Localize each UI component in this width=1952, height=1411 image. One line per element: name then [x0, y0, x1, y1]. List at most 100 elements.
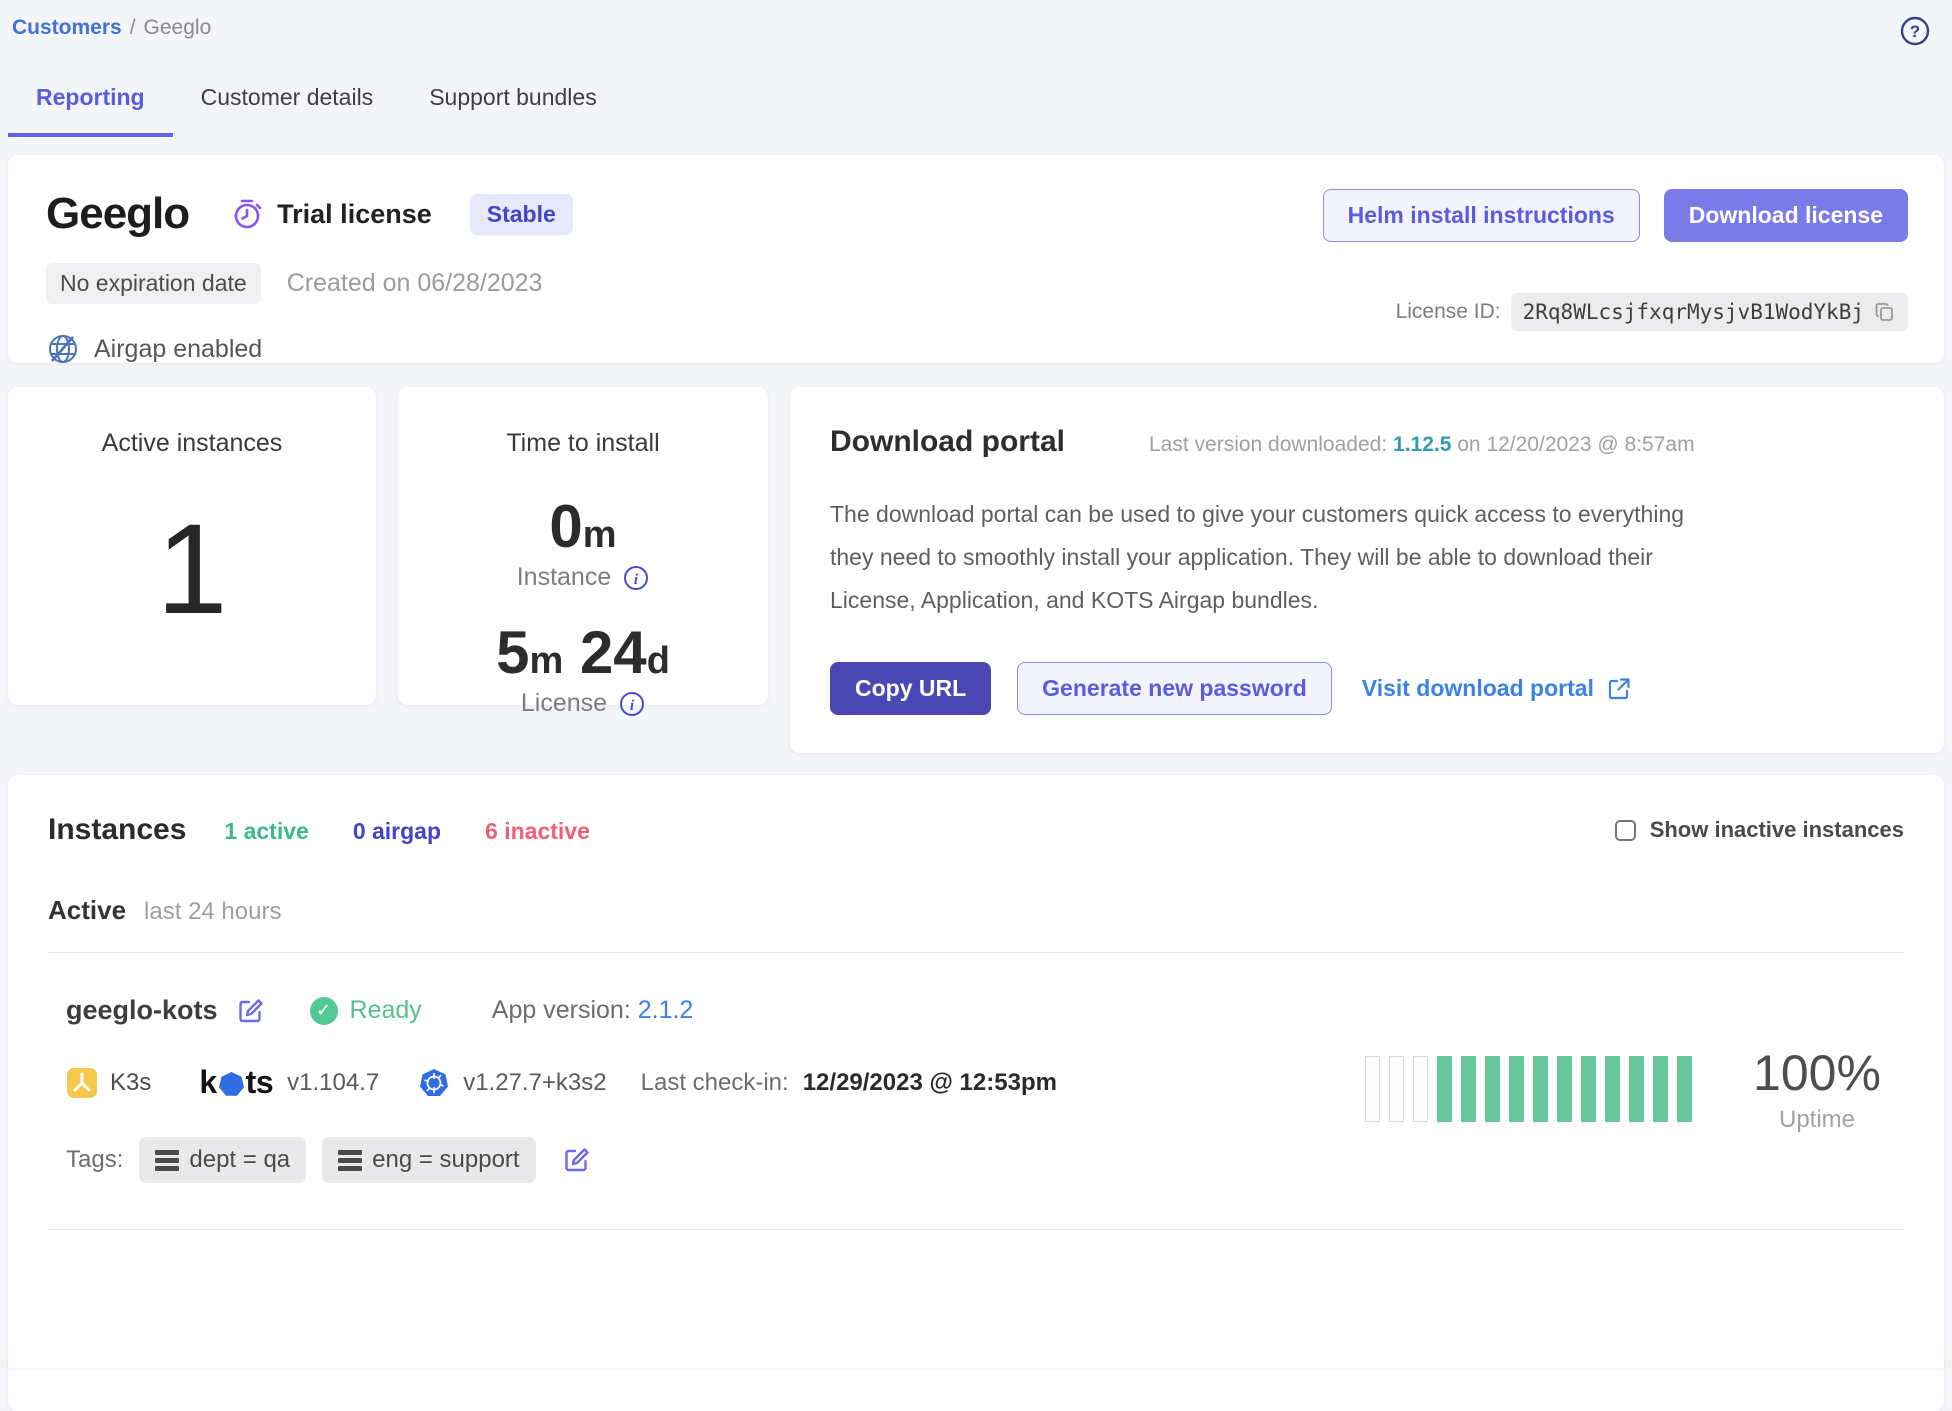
show-inactive-label: Show inactive instances [1649, 817, 1904, 842]
helm-install-instructions-button[interactable]: Helm install instructions [1322, 189, 1640, 242]
uptime-percent: 100% [1753, 1045, 1881, 1101]
license-time-info-icon[interactable]: i [619, 691, 645, 717]
instance-time-info-icon[interactable]: i [623, 565, 649, 591]
instance-row: geeglo-kots ✓ Ready App version: 2.1.2 [48, 952, 1904, 1230]
breadcrumb-current: Geeglo [143, 16, 212, 39]
time-to-install-card: Time to install 0m Instance i 5m 24d Lic… [398, 387, 768, 717]
copy-icon[interactable] [1874, 301, 1896, 323]
copy-url-button[interactable]: Copy URL [830, 662, 992, 715]
tag-chip: eng = support [322, 1137, 536, 1183]
tab-reporting[interactable]: Reporting [8, 84, 173, 137]
tag-icon [338, 1149, 363, 1171]
trial-timer-icon [231, 197, 265, 231]
help-icon[interactable]: ? [1900, 16, 1930, 46]
svg-text:i: i [634, 572, 639, 588]
uptime-bar [1629, 1056, 1644, 1122]
license-time-label: License [520, 689, 608, 717]
tab-customer-details[interactable]: Customer details [200, 84, 374, 110]
top-bar: Customers / Geeglo ? [8, 14, 1944, 46]
download-portal-description: The download portal can be used to give … [830, 501, 1685, 613]
airgap-enabled-label: Airgap enabled [94, 334, 263, 363]
external-link-icon [1606, 676, 1632, 702]
tags-label: Tags: [66, 1146, 124, 1173]
show-inactive-toggle[interactable]: Show inactive instances [1614, 817, 1904, 843]
instances-card: Instances 1 active 0 airgap 6 inactive S… [8, 775, 1944, 1411]
uptime-bar [1677, 1056, 1692, 1122]
tab-bar: Reporting Customer details Support bundl… [8, 84, 1944, 137]
uptime-bar-chart [1365, 1056, 1692, 1122]
uptime-bar [1581, 1056, 1596, 1122]
instance-name: geeglo-kots [66, 995, 218, 1025]
instance-install-time: 0m [549, 493, 617, 560]
instances-title: Instances [48, 813, 187, 846]
uptime-bar [1413, 1056, 1428, 1122]
active-instances-title: Active instances [101, 429, 283, 457]
uptime-bar [1557, 1056, 1572, 1122]
ready-check-icon: ✓ [309, 996, 338, 1025]
active-count-link[interactable]: 1 active [224, 818, 309, 844]
app-version-link[interactable]: 2.1.2 [637, 996, 694, 1024]
uptime-bar [1365, 1056, 1380, 1122]
app-version: App version: 2.1.2 [491, 996, 694, 1024]
last-version-downloaded: Last version downloaded: 1.12.5 on 12/20… [1149, 433, 1695, 456]
uptime-bar [1605, 1056, 1620, 1122]
k8s-version: v1.27.7+k3s2 [463, 1068, 607, 1096]
license-id-label: License ID: [1395, 300, 1501, 323]
download-license-button[interactable]: Download license [1663, 189, 1908, 242]
kots-logo: k ts [199, 1064, 274, 1100]
status-label: Ready [349, 996, 422, 1024]
customer-name: Geeglo [46, 189, 190, 238]
license-id-row: License ID: 2Rq8WLcsjfxqrMysjvB1WodYkBj [1396, 293, 1908, 331]
channel-badge: Stable [469, 193, 573, 235]
license-install-time: 5m 24d [496, 619, 670, 686]
k3s-icon [66, 1067, 98, 1099]
license-type-label: Trial license [277, 198, 432, 229]
time-to-install-title: Time to install [506, 429, 660, 457]
svg-text:?: ? [1910, 22, 1920, 41]
license-type: Trial license [231, 197, 432, 231]
visit-download-portal-link[interactable]: Visit download portal [1362, 675, 1632, 702]
tag-icon [155, 1149, 180, 1171]
uptime-bar [1509, 1056, 1524, 1122]
expiration-badge: No expiration date [46, 263, 261, 304]
show-inactive-checkbox[interactable] [1614, 819, 1636, 841]
uptime-bar [1485, 1056, 1500, 1122]
uptime-bar [1461, 1056, 1476, 1122]
uptime-bar [1533, 1056, 1548, 1122]
uptime-bar [1437, 1056, 1452, 1122]
uptime-bar [1653, 1056, 1668, 1122]
generate-new-password-button[interactable]: Generate new password [1017, 662, 1332, 715]
uptime-bar [1389, 1056, 1404, 1122]
last-checkin-value: 12/29/2023 @ 12:53pm [802, 1068, 1057, 1096]
airgap-count-link[interactable]: 0 airgap [352, 818, 442, 844]
active-instances-card: Active instances 1 [8, 387, 376, 705]
last-version-link[interactable]: 1.12.5 [1393, 433, 1452, 456]
status-badge: ✓ Ready [309, 996, 422, 1025]
kots-version: v1.104.7 [287, 1068, 380, 1096]
license-id-value: 2Rq8WLcsjfxqrMysjvB1WodYkBj [1522, 300, 1864, 324]
active-group-header: Active [48, 895, 127, 925]
svg-text:i: i [630, 698, 635, 714]
breadcrumb-customers-link[interactable]: Customers [12, 16, 122, 39]
edit-tags-icon[interactable] [562, 1145, 592, 1175]
stats-row: Active instances 1 Time to install 0m In… [8, 387, 1944, 753]
inactive-count-link[interactable]: 6 inactive [485, 818, 590, 844]
distribution-label: K3s [110, 1068, 152, 1096]
next-card-edge [8, 1356, 1944, 1368]
active-instances-value: 1 [156, 498, 228, 641]
edit-instance-name-icon[interactable] [236, 996, 266, 1026]
created-on-text: Created on 06/28/2023 [286, 269, 543, 297]
instance-time-label: Instance [516, 563, 612, 591]
tab-support-bundles[interactable]: Support bundles [429, 84, 597, 110]
kubernetes-icon [419, 1068, 449, 1098]
download-portal-card: Download portal Last version downloaded:… [790, 387, 1944, 753]
customer-summary-card: Geeglo Trial license Stable Helm install… [8, 155, 1944, 363]
download-portal-title: Download portal [830, 425, 1065, 458]
uptime-label: Uptime [1778, 1106, 1856, 1133]
airgap-globe-icon [46, 332, 80, 366]
last-checkin-label: Last check-in: [640, 1068, 789, 1096]
active-group-subheader: last 24 hours [144, 898, 282, 925]
license-id-chip: 2Rq8WLcsjfxqrMysjvB1WodYkBj [1510, 293, 1908, 331]
breadcrumb-separator: / [129, 16, 136, 39]
distribution-chip: K3s [66, 1067, 151, 1099]
